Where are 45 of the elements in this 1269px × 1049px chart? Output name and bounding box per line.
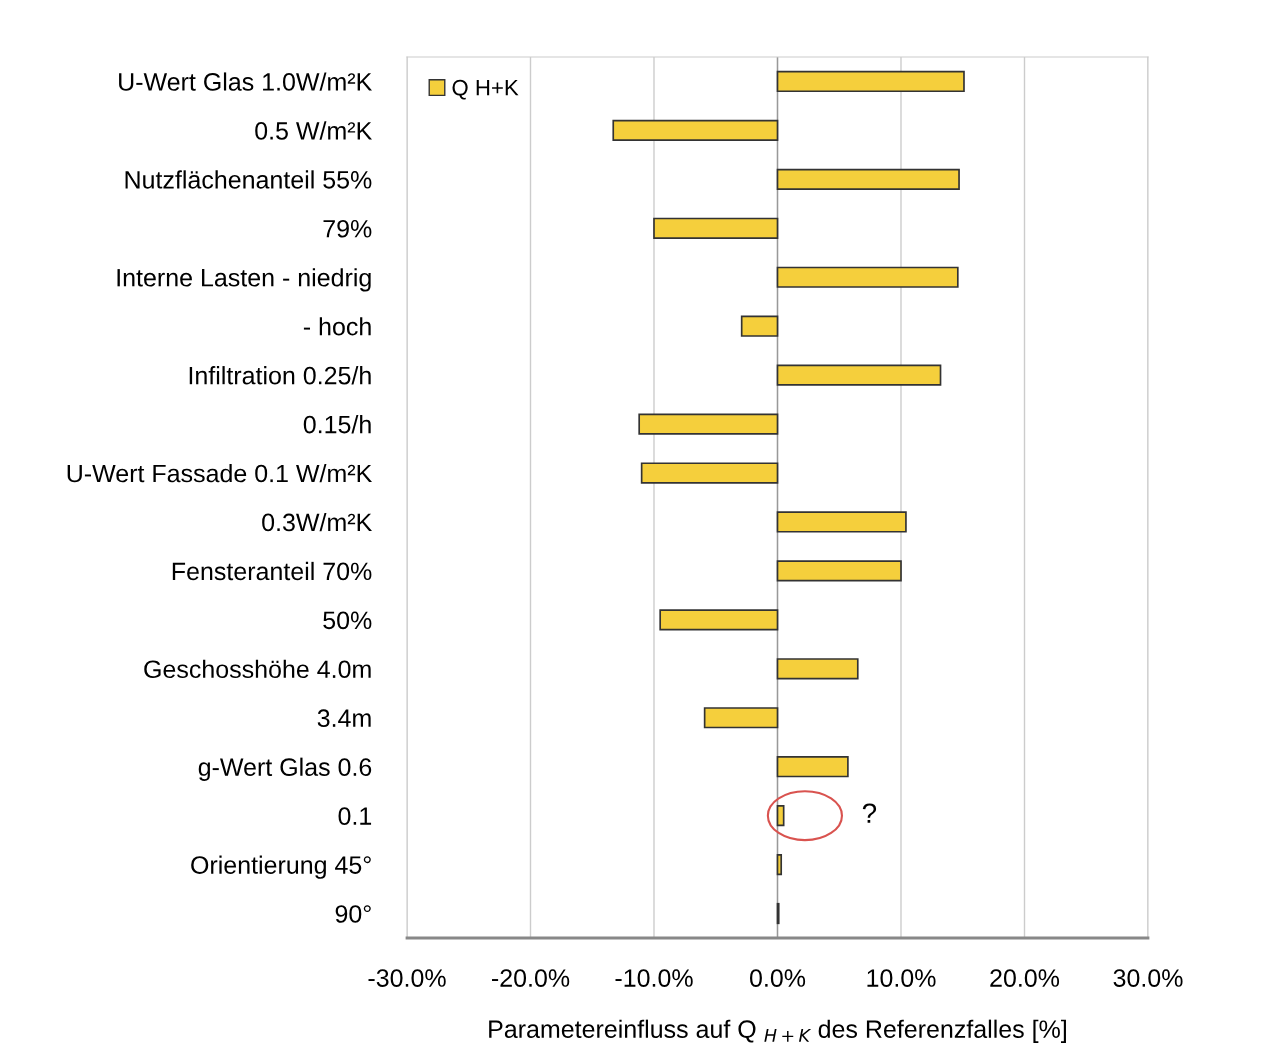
bar bbox=[638, 413, 779, 435]
bar bbox=[659, 609, 779, 631]
y-tick-label: 0.5 W/m²K bbox=[255, 121, 372, 140]
bar bbox=[776, 805, 785, 827]
y-tick-label: g-Wert Glas 0.6 bbox=[198, 757, 372, 781]
x-tick-label: -10.0% bbox=[615, 969, 693, 987]
legend-label: Q H+K bbox=[452, 79, 519, 100]
x-tick-label: -20.0% bbox=[492, 969, 570, 987]
y-tick-label: 90° bbox=[335, 905, 371, 923]
y-tick-label: 0.15/h bbox=[303, 415, 371, 434]
x-tick-label: 10.0% bbox=[867, 969, 936, 987]
bar bbox=[776, 266, 959, 288]
bar bbox=[776, 364, 942, 386]
bar bbox=[776, 511, 907, 533]
bar bbox=[612, 119, 779, 142]
x-axis-title: Parametereinfluss auf Q $_{H+K}$ des Referenzfalles [%] bbox=[489, 1019, 1066, 1043]
bar bbox=[776, 560, 902, 582]
y-tick-label: 0.3W/m²K bbox=[262, 512, 372, 532]
y-tick-label: 79% bbox=[323, 219, 372, 238]
y-tick-label: Geschosshöhe 4.0m bbox=[144, 659, 371, 679]
bar bbox=[776, 70, 965, 93]
bar bbox=[776, 756, 849, 778]
y-tick-label: 0.1 bbox=[338, 807, 372, 825]
x-tick-label: 0.0% bbox=[749, 969, 806, 987]
y-tick-label: Fensteranteil 70% bbox=[172, 561, 372, 581]
y-tick-label: - hoch bbox=[303, 317, 371, 336]
x-tick-label: -30.0% bbox=[368, 969, 446, 987]
bar bbox=[653, 217, 779, 239]
y-tick-label: U-Wert Glas 1.0W/m²K bbox=[119, 72, 373, 91]
bar bbox=[776, 853, 783, 876]
y-tick-label: U-Wert Fassade 0.1 W/m²K bbox=[67, 463, 373, 483]
bar bbox=[703, 707, 779, 729]
y-tick-label: Interne Lasten - niedrig bbox=[117, 268, 371, 292]
y-tick-label: Orientierung 45° bbox=[191, 855, 371, 879]
bar bbox=[776, 168, 960, 190]
y-tick-label: Infiltration 0.25/h bbox=[189, 366, 371, 385]
bar bbox=[740, 315, 779, 337]
y-tick-label: 50% bbox=[323, 611, 372, 630]
bar bbox=[776, 658, 859, 680]
annotation: ? bbox=[862, 803, 877, 823]
y-tick-label: 3.4m bbox=[317, 709, 371, 728]
bar bbox=[640, 462, 779, 484]
x-tick-label: 30.0% bbox=[1113, 969, 1183, 987]
y-tick-label: Nutzflächenanteil 55% bbox=[125, 170, 372, 189]
x-tick-label: 20.0% bbox=[990, 969, 1060, 987]
